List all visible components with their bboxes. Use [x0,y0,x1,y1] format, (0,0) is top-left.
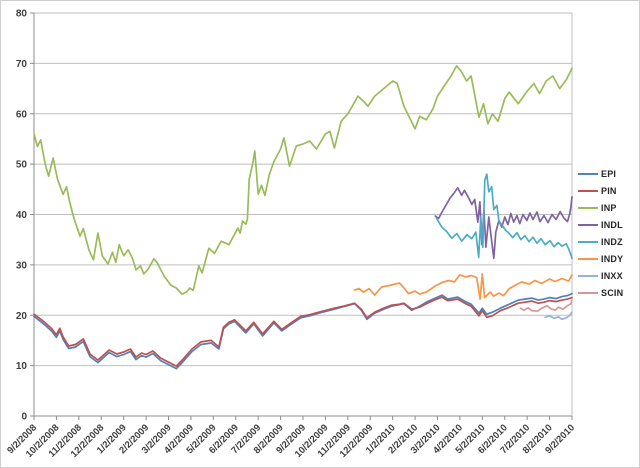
legend-item-indz: INDZ [578,233,623,250]
y-axis-tick-label: 30 [16,260,28,271]
y-axis-tick-label: 10 [16,361,28,372]
y-axis-tick-label: 60 [16,109,28,120]
legend-item-inp: INP [578,199,623,216]
legend-label: INP [601,202,617,213]
legend-swatch [578,274,598,277]
series-line-pin [33,296,573,367]
y-axis-tick-label: 80 [16,9,28,20]
legend-swatch [578,291,598,294]
legend-item-pin: PIN [578,182,623,199]
legend-item-scin: SCIN [578,284,623,301]
y-axis-tick-label: 0 [21,412,27,423]
legend-label: EPI [601,168,617,179]
legend-item-indl: INDL [578,216,623,233]
y-axis-tick-label: 40 [16,210,28,221]
legend-item-epi: EPI [578,165,623,182]
legend-swatch [578,172,598,175]
legend-label: SCIN [601,287,624,298]
y-axis-tick-label: 20 [16,311,28,322]
legend-swatch [578,206,598,209]
legend-item-inxx: INXX [578,267,623,284]
legend-swatch [578,257,598,260]
series-line-indz [435,173,573,260]
series-line-epi [33,292,573,370]
legend-swatch [578,240,598,243]
chart-legend: EPI PIN INP INDL INDZ INDY INXX SCIN [578,165,623,301]
legend-label: INXX [601,270,623,281]
legend-label: INDY [601,253,624,264]
series-line-indy [353,273,573,300]
legend-swatch [578,189,598,192]
legend-label: PIN [601,185,617,196]
y-axis-tick-label: 50 [16,160,28,171]
series-line-inxx [544,311,573,321]
legend-label: INDZ [601,236,623,247]
legend-swatch [578,223,598,226]
series-line-indl [434,186,573,260]
line-chart-plot: 010203040506070809/2/200810/2/200811/2/2… [5,9,576,461]
legend-label: INDL [601,219,623,230]
series-line-inp [33,65,573,295]
series-line-scin [519,299,573,313]
legend-item-indy: INDY [578,250,623,267]
y-axis-tick-label: 70 [16,59,28,70]
